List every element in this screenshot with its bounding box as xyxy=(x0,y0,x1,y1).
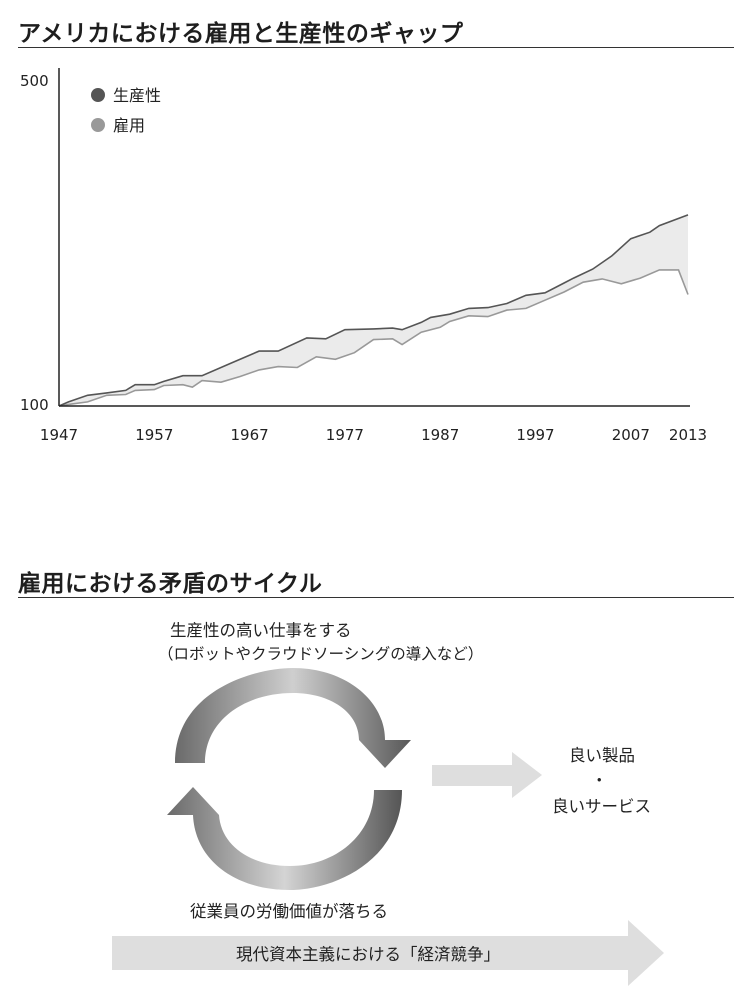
x-tick-label: 1967 xyxy=(231,426,269,444)
legend-label-employment: 雇用 xyxy=(113,116,145,135)
legend-marker-productivity xyxy=(91,88,105,102)
cycle-top-text-line1: 生産性の高い仕事をする xyxy=(170,621,352,640)
legend-marker-employment xyxy=(91,118,105,132)
gap-area xyxy=(59,214,688,406)
chart-section-rule xyxy=(18,47,734,48)
employment-series-line xyxy=(58,269,689,407)
cycle-section-rule xyxy=(18,597,734,598)
banner-text: 現代資本主義における「経済競争」 xyxy=(236,945,500,964)
x-tick-label: 1947 xyxy=(40,426,78,444)
x-tick-label: 1957 xyxy=(135,426,173,444)
result-text-line2: 良いサービス xyxy=(552,797,651,816)
x-tick-label: 1997 xyxy=(516,426,554,444)
legend-label-productivity: 生産性 xyxy=(113,86,161,105)
productivity-series-line xyxy=(58,214,689,407)
x-tick-label: 1977 xyxy=(326,426,364,444)
x-tick-label: 1987 xyxy=(421,426,459,444)
cycle-section-title: 雇用における矛盾のサイクル xyxy=(18,571,323,597)
y-tick-label-min: 100 xyxy=(20,396,49,414)
productivity-employment-chart: 1947 1957 1967 1977 1987 1997 2007 2013 500 100… xyxy=(20,68,707,444)
contradiction-cycle-diagram xyxy=(112,668,664,986)
cycle-bottom-text: 従業員の労働価値が落ちる xyxy=(190,902,388,921)
cycle-arrow-lower xyxy=(167,787,402,890)
y-tick-label-max: 500 xyxy=(20,72,49,90)
cycle-arrow-upper xyxy=(175,668,411,768)
result-text-line1: 良い製品 xyxy=(569,746,635,765)
x-tick-label: 2013 xyxy=(669,426,707,444)
x-tick-label: 2007 xyxy=(612,426,650,444)
result-arrow xyxy=(432,752,542,798)
chart-section-title: アメリカにおける雇用と生産性のギャップ xyxy=(18,21,464,47)
x-tick-group: 1947 1957 1967 1977 1987 1997 2007 2013 xyxy=(40,426,707,444)
result-text-dot: ・ xyxy=(591,771,608,790)
banner-arrow xyxy=(112,920,664,986)
cycle-top-text-line2: （ロボットやクラウドソーシングの導入など） xyxy=(158,645,484,663)
